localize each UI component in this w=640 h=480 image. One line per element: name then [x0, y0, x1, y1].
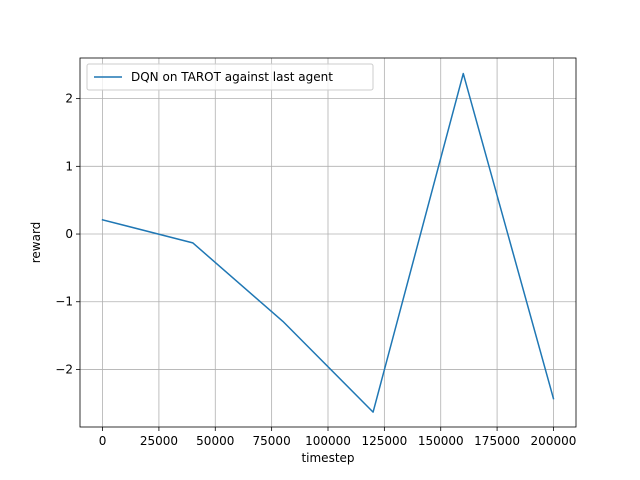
legend-box — [86, 63, 374, 91]
x-tick-label: 100000 — [305, 434, 351, 448]
series-line — [101, 72, 555, 413]
x-tick-label: 25000 — [140, 434, 178, 448]
x-tick-label: 75000 — [253, 434, 291, 448]
grid-lines — [80, 58, 576, 427]
x-tick-label: 200000 — [531, 434, 577, 448]
x-axis-label: timestep — [301, 451, 354, 465]
legend: DQN on TAROT against last agent — [86, 63, 374, 91]
legend-label: DQN on TAROT against last agent — [131, 70, 333, 84]
x-tick-label: 50000 — [196, 434, 234, 448]
y-tick-label: −1 — [55, 295, 73, 309]
x-tick-label: 150000 — [418, 434, 464, 448]
y-tick-label: −2 — [55, 362, 73, 376]
x-tick-label: 0 — [99, 434, 107, 448]
x-tick-label: 125000 — [361, 434, 407, 448]
y-axis-label: reward — [29, 222, 43, 264]
x-tick-label: 175000 — [474, 434, 520, 448]
y-tick-label: 1 — [65, 159, 73, 173]
y-tick-label: 2 — [65, 92, 73, 106]
series-layer — [101, 72, 555, 413]
y-tick-label: 0 — [65, 227, 73, 241]
axis-ticks: 0 25000 50000 75000 100000 125000 150000 175000… — [55, 92, 576, 448]
